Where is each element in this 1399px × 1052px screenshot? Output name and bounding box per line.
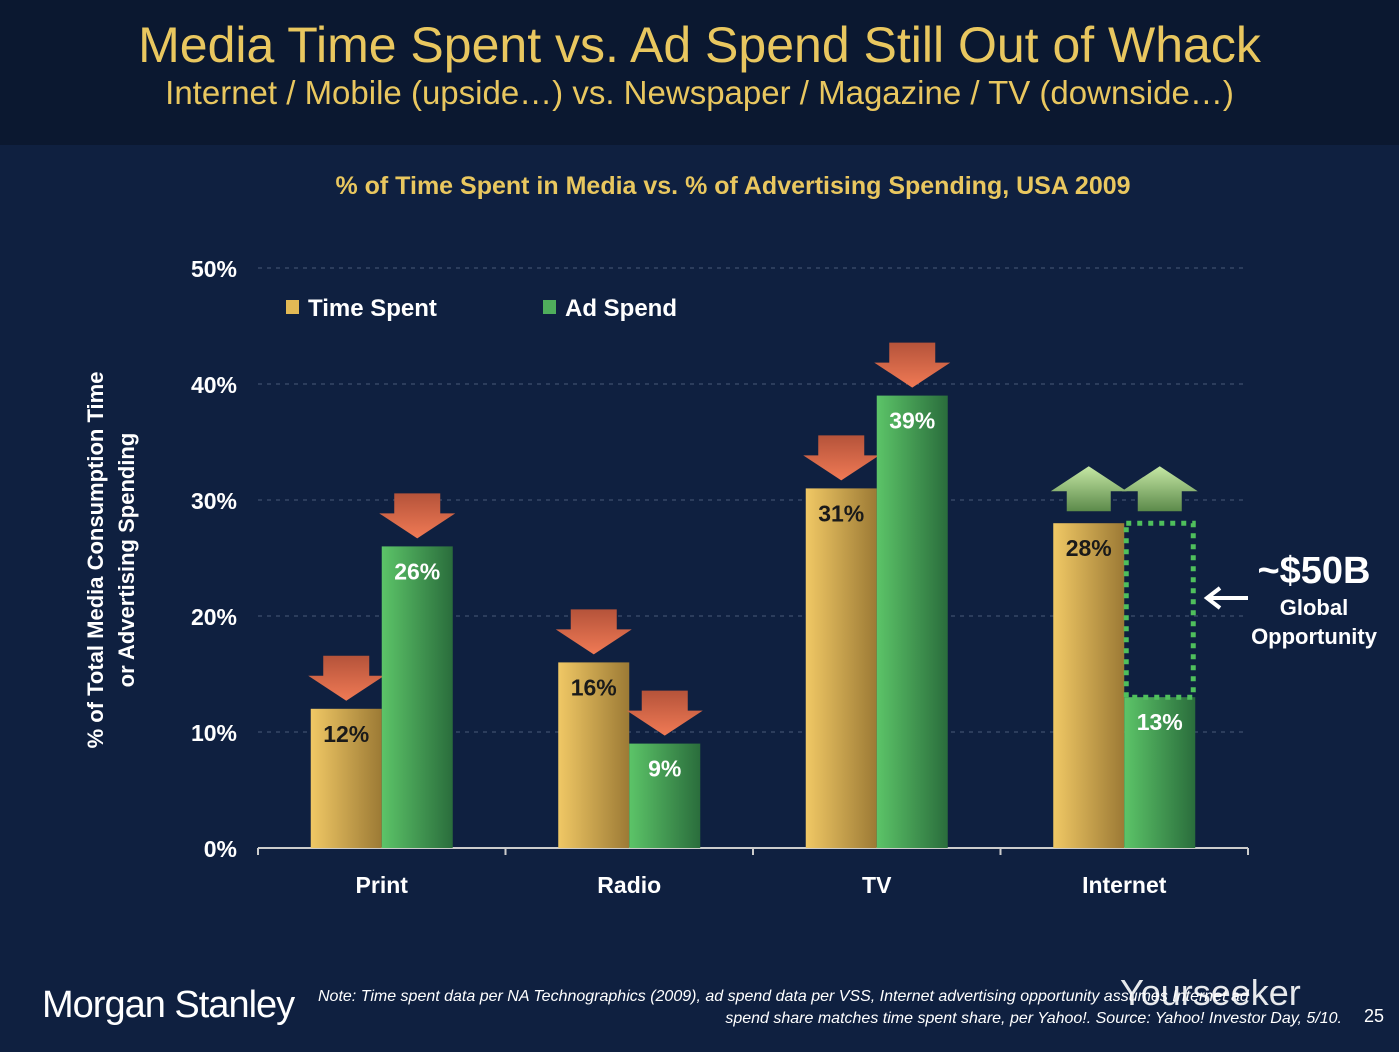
header: Media Time Spent vs. Ad Spend Still Out … <box>0 0 1399 145</box>
data-label: 39% <box>889 408 935 434</box>
legend-label: Time Spent <box>308 295 437 322</box>
y-tick-label: 10% <box>191 720 237 746</box>
footnote: Note: Time spent data per NA Technograph… <box>318 986 1342 1030</box>
y-tick-label: 0% <box>204 836 237 862</box>
x-tick-label: Internet <box>1082 872 1167 898</box>
opportunity-gap-box <box>1123 520 1196 700</box>
bar-time-spent <box>1053 523 1125 848</box>
page-number: 25 <box>1364 1006 1385 1026</box>
bar-ad-spend <box>1124 697 1196 848</box>
bar-time-spent <box>805 488 877 848</box>
data-label: 12% <box>323 721 369 747</box>
opportunity-value: ~$50B <box>1257 550 1371 592</box>
footnote-line1: Note: Time spent data per NA Technograph… <box>318 988 1249 1005</box>
data-label: 9% <box>648 756 681 782</box>
slide-title: Media Time Spent vs. Ad Spend Still Out … <box>138 17 1261 73</box>
bar-ad-spend <box>381 546 453 848</box>
up-arrow-icon <box>1050 466 1127 512</box>
opportunity-annotation: ~$50B Global Opportunity <box>1244 550 1384 651</box>
x-tick-label: Print <box>356 872 409 898</box>
down-arrow-icon <box>626 690 703 736</box>
x-tick-label: TV <box>862 872 892 898</box>
bar-time-spent <box>310 708 382 848</box>
up-arrow-icon <box>1121 466 1198 512</box>
footnote-line2: spend share matches time spent share, pe… <box>725 1010 1342 1027</box>
data-label: 26% <box>394 558 440 584</box>
data-label: 16% <box>571 674 617 700</box>
data-label: 13% <box>1137 709 1183 735</box>
legend-swatch <box>286 300 299 314</box>
bar-time-spent <box>558 662 630 848</box>
down-arrow-icon <box>803 435 880 481</box>
opportunity-line1: Global <box>1279 595 1349 620</box>
data-label: 31% <box>818 500 864 526</box>
y-tick-label: 30% <box>191 488 237 514</box>
down-arrow-icon <box>555 609 632 655</box>
legend-label: Ad Spend <box>565 295 677 322</box>
watermark: Yourseeker <box>1120 972 1301 1013</box>
morgan-stanley-logo: Morgan Stanley <box>42 984 295 1026</box>
bar-ad-spend <box>876 395 948 848</box>
y-tick-label: 20% <box>191 604 237 630</box>
bar-ad-spend <box>629 743 701 848</box>
y-tick-label: 40% <box>191 372 237 398</box>
legend-swatch <box>543 300 556 314</box>
y-tick-label: 50% <box>191 256 237 282</box>
data-label: 28% <box>1066 535 1112 561</box>
left-arrow-icon <box>1203 586 1248 610</box>
down-arrow-icon <box>379 493 456 539</box>
down-arrow-icon <box>308 655 385 701</box>
chart-title: % of Time Spent in Media vs. % of Advert… <box>335 172 1131 200</box>
slide-subtitle: Internet / Mobile (upside…) vs. Newspape… <box>165 74 1234 111</box>
opportunity-line2: Opportunity <box>1251 624 1377 649</box>
x-tick-label: Radio <box>597 872 661 898</box>
down-arrow-icon <box>874 342 951 388</box>
